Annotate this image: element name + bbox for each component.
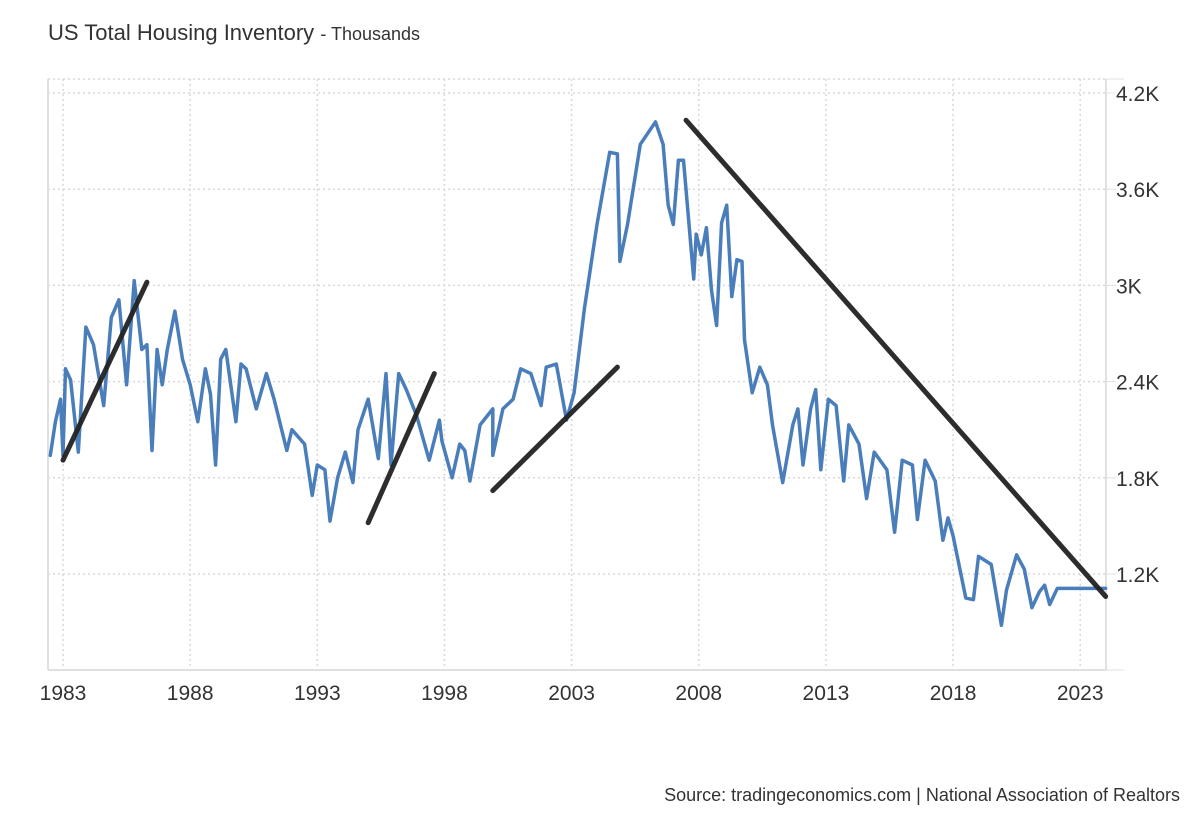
source-note: Source: tradingeconomics.com | National … [664,785,1180,805]
y-tick-label: 4.2K [1116,83,1159,106]
chart-title-main: US Total Housing Inventory [48,20,315,45]
trendline [365,371,437,526]
grid [48,78,1106,670]
trendline [490,364,620,494]
chart-title-unit: - Thousands [320,24,421,44]
x-tick-label: 2013 [803,682,850,705]
y-axis-ticks: 1.2K 1.8K 2.4K 3K 3.6K 4.2K [1116,83,1159,587]
trendlines-layer [60,117,1109,599]
x-axis-ticks: 1983 1988 1993 1998 2003 2008 2013 2018 2023 [40,682,1104,705]
x-tick-label: 1998 [421,682,468,705]
axes [47,78,1124,671]
y-tick-label: 1.8K [1116,468,1159,491]
x-tick-label: 1988 [167,682,214,705]
series-layer [48,120,1108,628]
series-line [48,120,1108,628]
x-tick-label: 2008 [675,682,722,705]
x-tick-label: 1993 [294,682,341,705]
trendline [683,117,1109,599]
y-tick-label: 2.4K [1116,372,1159,395]
y-tick-label: 3K [1116,275,1142,298]
x-tick-label: 2018 [930,682,977,705]
trendline [60,279,150,463]
y-tick-label: 1.2K [1116,564,1159,587]
y-tick-label: 3.6K [1116,179,1159,202]
x-tick-label: 2023 [1057,682,1104,705]
x-tick-label: 1983 [40,682,87,705]
chart-title: US Total Housing Inventory - Thousands [48,20,420,46]
x-tick-label: 2003 [548,682,595,705]
